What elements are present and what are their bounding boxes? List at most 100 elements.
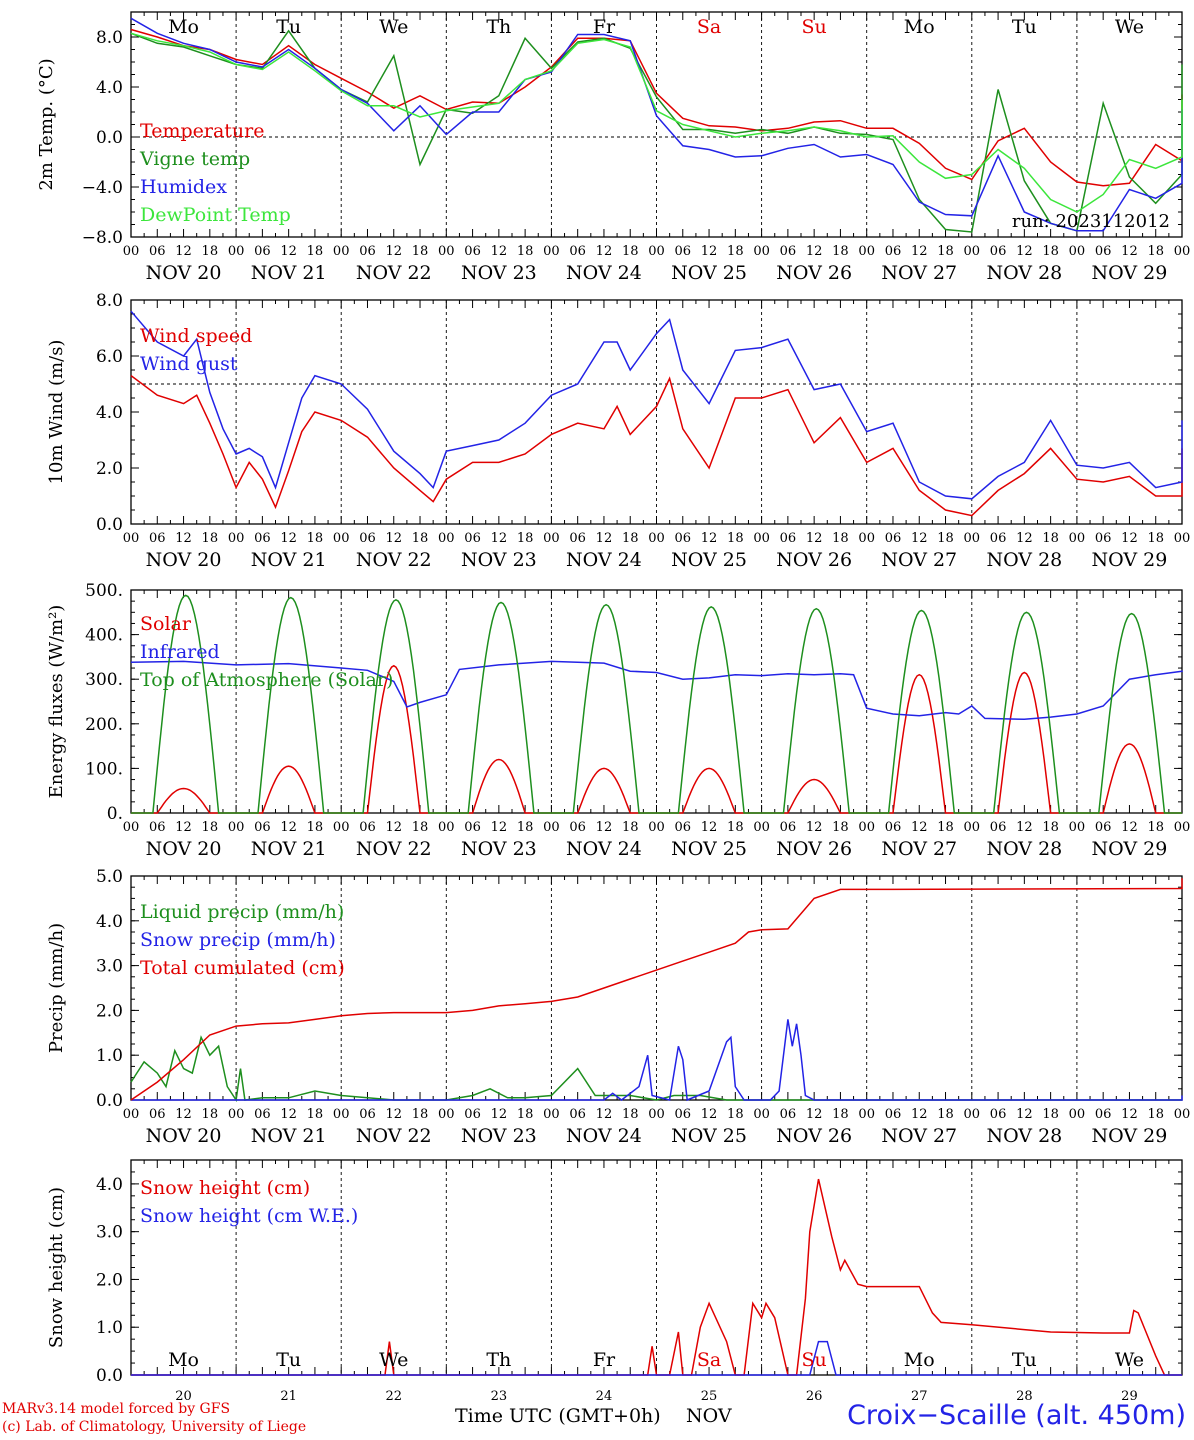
hour-label: 12 <box>701 820 718 835</box>
day-number: 27 <box>911 1389 928 1404</box>
hour-label: 12 <box>701 1107 718 1122</box>
y-tick-label: 0.0 <box>96 515 123 535</box>
hour-label: 00 <box>123 1107 140 1122</box>
hour-label: 12 <box>911 244 928 259</box>
weekday-label: Tu <box>276 16 301 38</box>
hour-label: 06 <box>359 820 376 835</box>
weekday-label: We <box>1115 16 1144 38</box>
hour-label: 00 <box>964 820 981 835</box>
hour-label: 18 <box>937 244 954 259</box>
series-line-liquid-precip-mm-h- <box>130 1035 1182 1103</box>
date-label: NOV 28 <box>986 1125 1062 1147</box>
weekday-label: Sa <box>697 16 721 38</box>
panel-5: 0.0 1.0 2.0 3.0 4.0 Snow height (cm) Snow heig… <box>46 1159 1183 1404</box>
hour-label: 06 <box>569 244 586 259</box>
y-tick-label: 400. <box>85 626 123 646</box>
hour-label: 06 <box>569 1107 586 1122</box>
hour-label: 18 <box>1147 244 1164 259</box>
hour-label: 06 <box>254 1107 271 1122</box>
date-label: NOV 25 <box>671 838 747 860</box>
day-number: 28 <box>1016 1389 1033 1404</box>
date-label: NOV 22 <box>356 549 432 571</box>
hour-label: 18 <box>832 1107 849 1122</box>
y-tick-label: 1.0 <box>96 1046 123 1066</box>
day-number: 23 <box>491 1389 508 1404</box>
hour-label: 12 <box>491 1107 508 1122</box>
weekday-label: We <box>379 16 408 38</box>
hour-label: 18 <box>517 244 534 259</box>
y-axis-label: Energy fluxes (W/m²) <box>46 605 67 799</box>
hour-label: 12 <box>806 1107 823 1122</box>
hour-label: 06 <box>464 820 481 835</box>
day-number: 21 <box>280 1389 297 1404</box>
hour-label: 00 <box>753 244 770 259</box>
hour-label: 00 <box>1069 1107 1086 1122</box>
hour-label: 06 <box>149 820 166 835</box>
date-label: NOV 24 <box>566 549 642 571</box>
day-number: 26 <box>806 1389 823 1404</box>
hour-label: 18 <box>202 820 219 835</box>
hour-label: 06 <box>1095 531 1112 546</box>
hour-label: 18 <box>307 820 324 835</box>
hour-label: 12 <box>175 820 192 835</box>
hour-label: 18 <box>622 244 639 259</box>
date-label: NOV 26 <box>776 549 852 571</box>
hour-label: 18 <box>202 244 219 259</box>
hour-label: 00 <box>123 531 140 546</box>
model-credit: MARv3.14 model forced by GFS <box>2 1401 231 1417</box>
legend-entry: DewPoint Temp <box>140 204 291 226</box>
hour-label: 12 <box>385 531 402 546</box>
hour-label: 18 <box>727 531 744 546</box>
y-axis-label: Precip (mm/h) <box>46 923 67 1053</box>
hour-label: 18 <box>937 531 954 546</box>
hour-label: 12 <box>175 1107 192 1122</box>
y-tick-label: −8.0 <box>82 228 123 248</box>
date-label: NOV 27 <box>881 1125 957 1147</box>
series-line-top-of-atmosphere-solar- <box>131 594 1182 814</box>
hour-label: 00 <box>438 820 455 835</box>
hour-label: 12 <box>911 820 928 835</box>
legend-entry: Top of Atmosphere (Solar) <box>140 669 393 691</box>
hour-label: 06 <box>359 244 376 259</box>
hour-label: 18 <box>1147 1107 1164 1122</box>
legend-entry: Wind speed <box>140 325 252 347</box>
hour-label: 00 <box>858 1107 875 1122</box>
day-number: 20 <box>175 1389 192 1404</box>
date-label: NOV 26 <box>776 838 852 860</box>
y-tick-label: 500. <box>85 581 123 601</box>
hour-label: 18 <box>1042 820 1059 835</box>
hour-label: 00 <box>1069 820 1086 835</box>
hour-label: 18 <box>307 1107 324 1122</box>
series-line-snow-precip-mm-h- <box>131 1019 1183 1102</box>
panel-3: 0. 100. 200. 300. 400. 500. Energy fluxes (W/m… <box>46 581 1190 860</box>
hour-label: 18 <box>412 820 429 835</box>
hour-label: 12 <box>596 244 613 259</box>
hour-label: 00 <box>543 244 560 259</box>
hour-label: 00 <box>858 531 875 546</box>
hour-label: 18 <box>517 1107 534 1122</box>
series-line-snow-height-cm-w-e- <box>131 1340 1182 1376</box>
hour-label: 00 <box>228 1107 245 1122</box>
date-label: NOV 21 <box>251 838 327 860</box>
y-tick-label: 0.0 <box>96 1091 123 1111</box>
hour-label: 00 <box>1174 1107 1191 1122</box>
hour-label: 12 <box>1121 244 1138 259</box>
y-tick-label: 2.0 <box>96 1270 123 1290</box>
hour-label: 18 <box>937 820 954 835</box>
hour-label: 00 <box>123 820 140 835</box>
hour-label: 12 <box>911 531 928 546</box>
hour-label: 12 <box>1016 820 1033 835</box>
hour-label: 00 <box>964 244 981 259</box>
panel-4: 0.0 1.0 2.0 3.0 4.0 5.0 Precip (mm/h) Liquid pr… <box>46 867 1190 1147</box>
hour-label: 06 <box>675 531 692 546</box>
hour-label: 12 <box>385 1107 402 1122</box>
hour-label: 06 <box>254 244 271 259</box>
y-axis-label: Snow height (cm) <box>46 1187 67 1348</box>
hour-label: 00 <box>228 531 245 546</box>
legend-entry: Total cumulated (cm) <box>140 957 345 979</box>
hour-label: 06 <box>149 244 166 259</box>
hour-label: 00 <box>543 531 560 546</box>
date-label: NOV 21 <box>251 262 327 284</box>
date-label: NOV 24 <box>566 838 642 860</box>
